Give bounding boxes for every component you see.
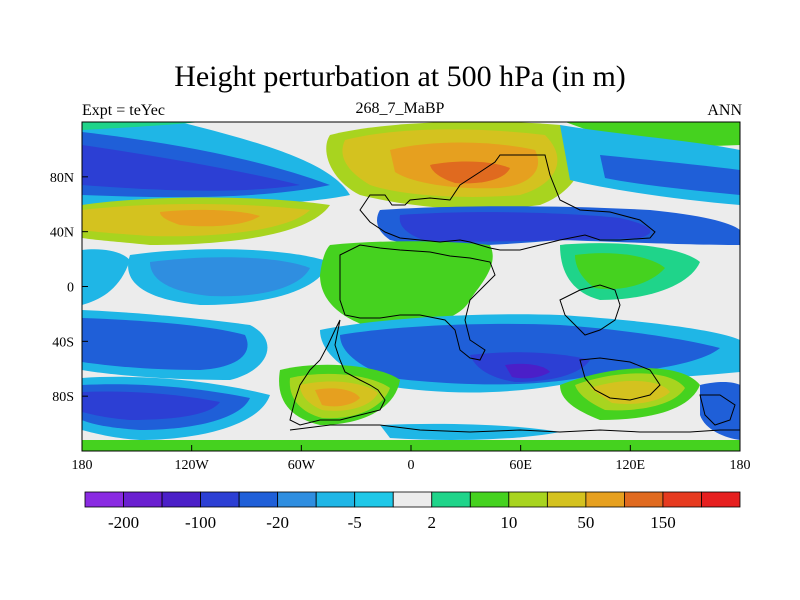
colorbar-label: 10 xyxy=(500,513,517,532)
colorbar: -200 -100 -20 -5 2 10 50 150 xyxy=(84,491,741,532)
y-tick-label: 40S xyxy=(52,335,74,350)
colorbar-swatch xyxy=(315,491,356,508)
colorbar-swatch xyxy=(431,491,471,508)
colorbar-label: -5 xyxy=(348,513,362,532)
x-tick-label: 120W xyxy=(175,458,210,473)
colorbar-label: -20 xyxy=(266,513,289,532)
colorbar-label: 50 xyxy=(577,513,594,532)
y-tick-label: 80S xyxy=(52,390,74,405)
x-tick-label: 60W xyxy=(288,458,316,473)
colorbar-swatch xyxy=(624,491,664,508)
colorbar-swatch xyxy=(161,491,201,508)
x-tick-label: 120E xyxy=(616,458,646,473)
contour-field xyxy=(82,122,740,451)
colorbar-swatch xyxy=(546,491,587,508)
x-tick-label: 180 xyxy=(730,458,751,473)
colorbar-swatch xyxy=(469,491,510,508)
colorbar-swatch xyxy=(123,491,163,508)
axis-ticks: 180 120W 60W 0 60E 120E 180 80N 40N 0 40S 80S xyxy=(50,171,751,473)
y-tick-label: 80N xyxy=(50,171,74,186)
season-label: ANN xyxy=(707,102,742,119)
x-tick-label: 180 xyxy=(72,458,93,473)
colorbar-swatch xyxy=(585,491,625,508)
y-tick-label: 40N xyxy=(50,226,74,241)
time-label: 268_7_MaBP xyxy=(355,100,445,117)
colorbar-label: -200 xyxy=(108,513,139,532)
chart-title: Height perturbation at 500 hPa (in m) xyxy=(174,60,626,93)
colorbar-swatch xyxy=(392,491,433,508)
colorbar-swatch xyxy=(200,491,240,508)
x-tick-label: 0 xyxy=(408,458,415,473)
colorbar-swatch xyxy=(238,491,279,508)
colorbar-swatch xyxy=(277,491,317,508)
colorbar-label: -100 xyxy=(185,513,216,532)
x-tick-label: 60E xyxy=(509,458,532,473)
colorbar-swatch xyxy=(701,491,741,508)
colorbar-swatch xyxy=(84,491,124,508)
colorbar-swatch xyxy=(662,491,702,508)
colorbar-swatch xyxy=(354,491,394,508)
experiment-label: Expt = teYec xyxy=(82,102,165,119)
colorbar-label: 2 xyxy=(428,513,437,532)
colorbar-label: 150 xyxy=(650,513,676,532)
y-tick-label: 0 xyxy=(67,281,74,296)
colorbar-swatch xyxy=(508,491,548,508)
coastlines xyxy=(289,154,740,433)
